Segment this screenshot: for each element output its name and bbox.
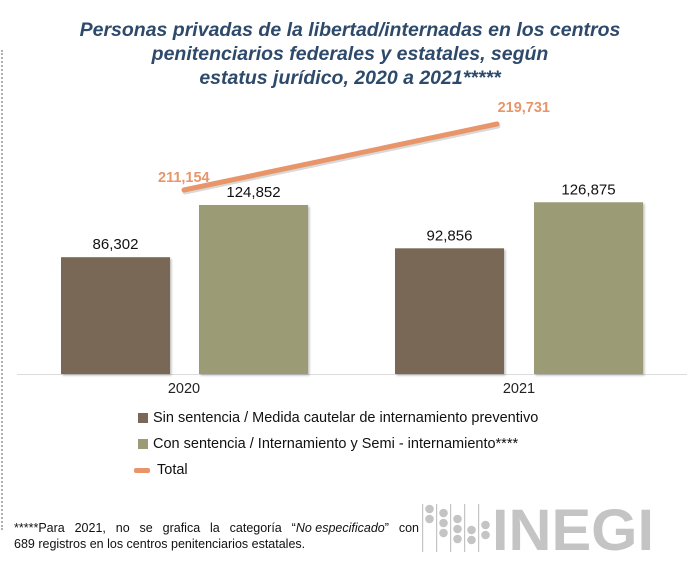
footnote-word: *****Para: [14, 521, 65, 535]
footnote-line-2: 689 registros en los centros penitenciar…: [14, 537, 306, 551]
footnote-italic-group: “No especificado”: [292, 520, 389, 536]
legend-swatch-brown: [138, 413, 148, 423]
inegi-logo: INEGI: [422, 500, 654, 556]
legend-item-sin-sentencia: Sin sentencia / Medida cautelar de inter…: [138, 405, 538, 431]
bar-sin-2020: [61, 257, 170, 374]
bar-con-2020: [199, 205, 308, 374]
title-line-3: estatus jurídico, 2020 a 2021*****: [199, 67, 501, 89]
footnote-word: grafica: [162, 521, 201, 535]
footnote-word: con: [398, 521, 419, 535]
footnote-line-1: *****Para 2021, no se grafica la categor…: [14, 520, 419, 536]
bar-con-2021: [534, 202, 643, 374]
chart-title: Personas privadas de la libertad/interna…: [20, 18, 680, 90]
logo-text: INEGI: [492, 500, 654, 556]
data-label-con-2021: 126,875: [561, 181, 615, 198]
total-line: [181, 121, 500, 193]
quote-close: ”: [384, 521, 389, 535]
title-line-2: penitenciarios federales y estatales, se…: [151, 43, 549, 65]
x-tick-label-2021: 2021: [503, 381, 535, 397]
data-label-total-2020: 211,154: [158, 170, 210, 186]
bar-chart: 86,302 92,856 124,852 126,875 211,154 219,73…: [17, 100, 687, 397]
footnote-word: no: [115, 521, 130, 535]
logo-mark: [422, 504, 490, 552]
footnote-word: 2021,: [74, 521, 106, 535]
panel-border: [1, 50, 3, 530]
legend-swatch-line: [134, 467, 150, 473]
legend-label-total: Total: [157, 462, 188, 478]
footnote: *****Para 2021, no se grafica la categor…: [14, 520, 419, 552]
x-tick-label-2020: 2020: [168, 381, 200, 397]
data-label-con-2020: 124,852: [226, 184, 280, 201]
legend-label-sin-sentencia: Sin sentencia / Medida cautelar de inter…: [153, 410, 539, 426]
footnote-italic: No especificado: [295, 521, 385, 535]
legend-item-total: Total: [134, 457, 538, 483]
footnote-word: se: [139, 521, 153, 535]
title-line-1: Personas privadas de la libertad/interna…: [79, 19, 621, 41]
quote-open: “: [291, 521, 296, 535]
legend: Sin sentencia / Medida cautelar de inter…: [134, 405, 538, 483]
legend-label-con-sentencia: Con sentencia / Internamiento y Semi - i…: [153, 436, 519, 452]
data-label-sin-2020: 86,302: [93, 236, 139, 253]
data-label-total-2021: 219,731: [498, 100, 550, 116]
legend-item-con-sentencia: Con sentencia / Internamiento y Semi - i…: [138, 431, 538, 457]
legend-swatch-green: [138, 439, 148, 449]
footnote-word: la: [210, 521, 220, 535]
bar-sin-2021: [395, 248, 504, 374]
data-label-sin-2021: 92,856: [427, 227, 473, 244]
footnote-word: categoría: [229, 521, 282, 535]
